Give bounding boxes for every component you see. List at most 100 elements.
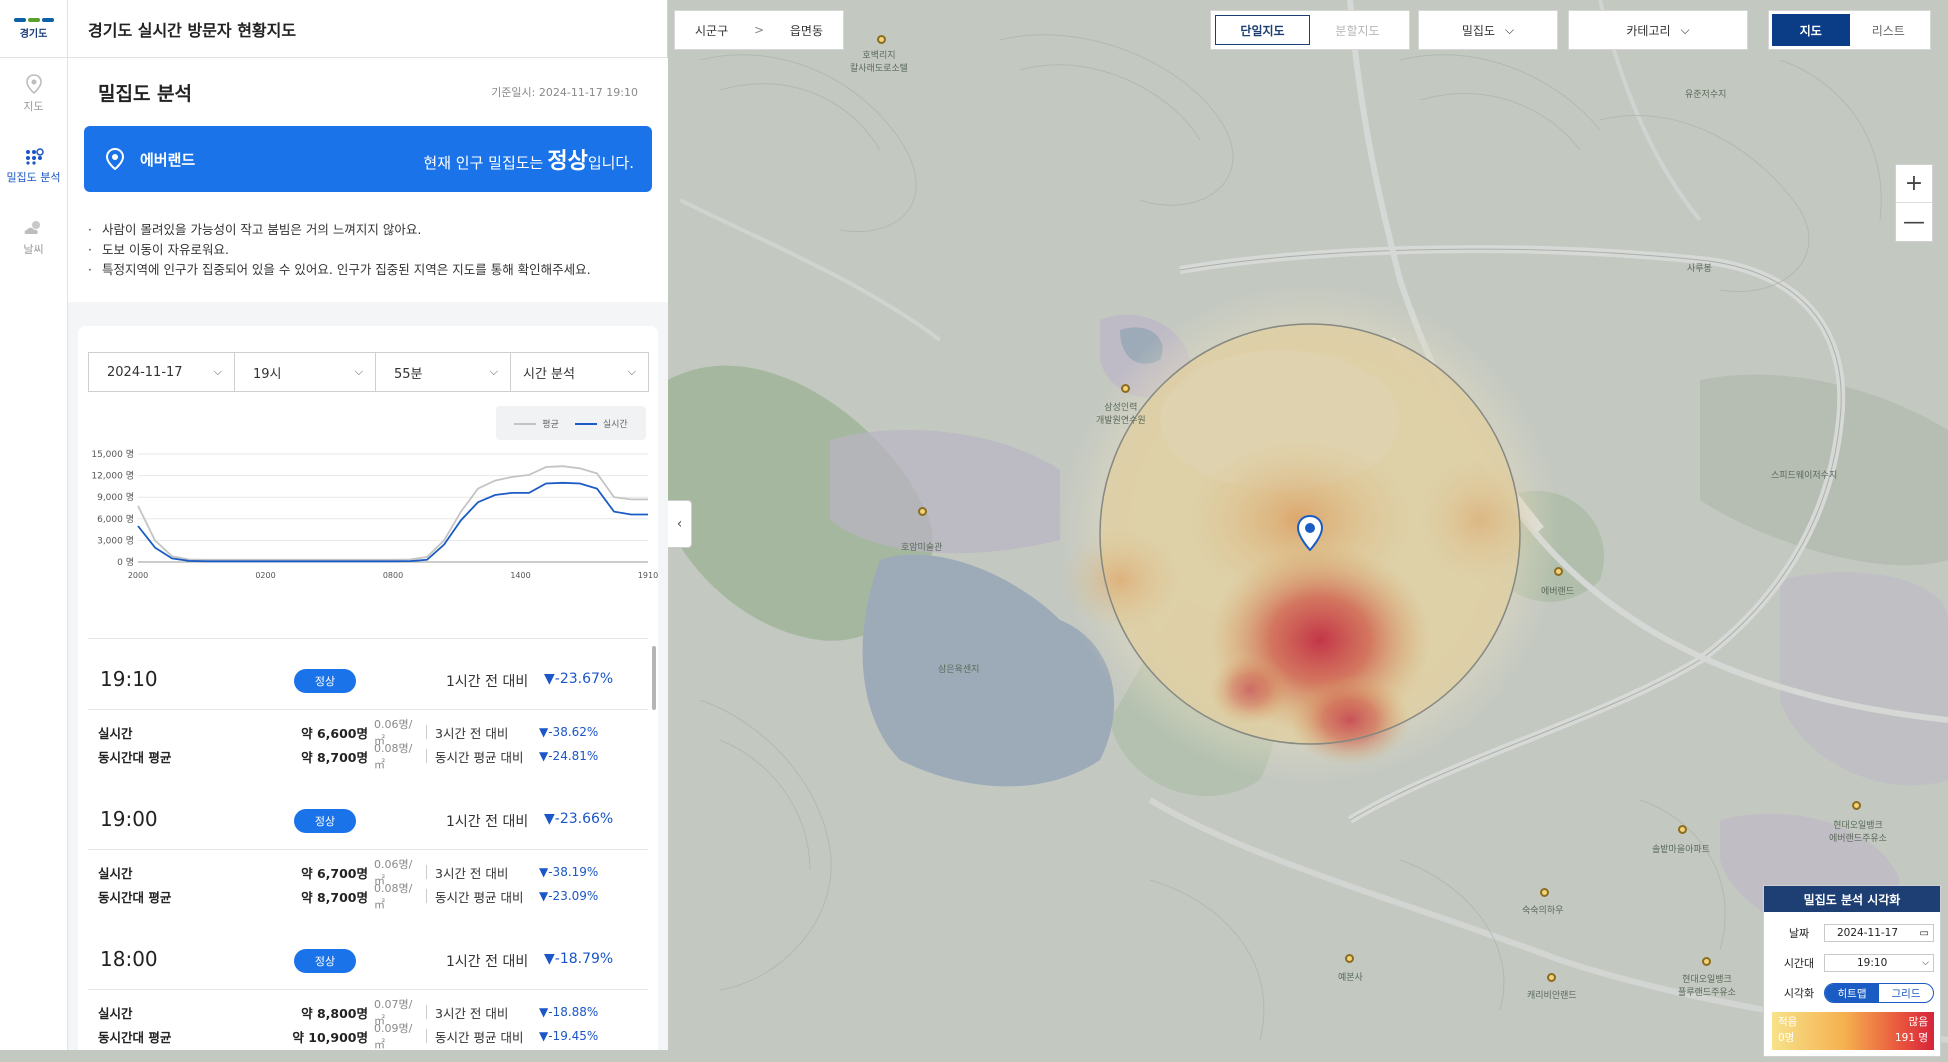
compare-avg-value: ▼-23.09% (539, 889, 599, 903)
y-tick-label: 3,000 명 (97, 535, 134, 546)
single-map-option[interactable]: 단일지도 (1215, 15, 1311, 45)
hourly-entry[interactable]: 18:00 정상 1시간 전 대비 ▼-18.79% 실시간 약 8,800명 0.07명/… (88, 919, 648, 1050)
average-label: 동시간대 평균 (98, 1029, 172, 1045)
map-label-hobaek: 호벽리지 칼사래도로소텔 (850, 51, 908, 74)
map-label-hyundai2: 현대오일뱅크 플루랜드주유소 (1678, 975, 1736, 998)
entry-compare-value: ▼-18.79% (544, 951, 614, 967)
poi-marker-icon[interactable] (918, 507, 927, 516)
poi-marker-icon[interactable] (1540, 888, 1549, 897)
nav-label-map: 지도 (23, 100, 44, 113)
density-dropdown-label: 밀집도 (1461, 23, 1495, 38)
poi-marker-icon[interactable] (1852, 801, 1861, 810)
poi-marker-icon[interactable] (1547, 973, 1556, 982)
minute-select[interactable]: 55분 ⌵ (375, 352, 511, 392)
nav-item-density[interactable]: 밀집도 분석 (0, 130, 67, 202)
calendar-icon: ▭ (1919, 927, 1929, 939)
viz-time-label: 시간대 (1783, 957, 1815, 970)
map-label-yebon: 예본사 (1338, 973, 1363, 983)
chevron-down-icon: ⌵ (1922, 958, 1929, 968)
hourly-entry[interactable]: 19:00 정상 1시간 전 대비 ▼-23.66% 실시간 약 6,700명 0.06명/… (88, 779, 648, 919)
nav-label-weather: 날씨 (23, 243, 44, 256)
collapse-panel-button[interactable]: ‹ (668, 500, 692, 548)
chart-legend: 평균 실시간 (496, 406, 646, 440)
map-label-karibe: 캐리비안랜드 (1527, 991, 1577, 1001)
divider (426, 749, 427, 763)
y-tick-label: 9,000 명 (97, 492, 134, 503)
poi-marker-icon[interactable] (1702, 957, 1711, 966)
map-label-samyuk: 삼은육센지 (938, 665, 980, 675)
poi-marker-icon[interactable] (1345, 954, 1354, 963)
list-scrollbar[interactable] (652, 646, 656, 710)
realtime-density: 0.06명/㎡ (374, 858, 413, 887)
average-label: 동시간대 평균 (98, 889, 172, 905)
density-dropdown[interactable]: 밀집도 ⌵ (1418, 10, 1558, 50)
split-map-option[interactable]: 분할지도 (1335, 23, 1380, 38)
density-summary: 밀집도 분석 기준일시: 2024-11-17 19:10 에버랜드 현재 인구… (68, 58, 668, 302)
poi-marker-icon[interactable] (877, 35, 886, 44)
heatmap-option[interactable]: 히트맵 (1825, 984, 1879, 1002)
trend-card: 2024-11-17 ⌵ 19시 ⌵ 55분 ⌵ 시간 분석 ⌵ 평균 (78, 326, 658, 1050)
gyeonggi-logo[interactable]: 경기도 (0, 0, 68, 58)
viz-date-input[interactable]: 2024-11-17 ▭ (1824, 924, 1934, 942)
divider (88, 849, 648, 850)
divider (426, 1005, 427, 1019)
entry-time: 19:10 (100, 667, 158, 691)
viz-date-value: 2024-11-17 (1837, 927, 1899, 939)
realtime-density: 0.06명/㎡ (374, 718, 413, 747)
app-header: 경기도 경기도 실시간 방문자 현황지도 (0, 0, 667, 58)
viz-mode-toggle[interactable]: 히트맵 그리드 (1824, 983, 1934, 1003)
zoom-out-button[interactable]: — (1903, 209, 1925, 235)
hourly-entry[interactable]: 19:10 정상 1시간 전 대비 ▼-23.67% 실시간 약 6,600명 0.06명/… (88, 639, 648, 779)
hour-select[interactable]: 19시 ⌵ (234, 352, 376, 392)
poi-marker-icon[interactable] (1554, 567, 1563, 576)
category-dropdown[interactable]: 카테고리 ⌵ (1568, 10, 1748, 50)
date-select[interactable]: 2024-11-17 ⌵ (88, 352, 235, 392)
map-label-saaebong: 사루봉 (1687, 264, 1712, 274)
scale-low-label: 적음 (1778, 1016, 1798, 1028)
status-description-item: 사람이 몰려있을 가능성이 작고 붐빔은 거의 느껴지지 않아요. (84, 220, 652, 240)
y-tick-label: 0 명 (117, 557, 134, 568)
zoom-control[interactable]: + — (1895, 164, 1933, 242)
grid-option[interactable]: 그리드 (1891, 987, 1921, 1000)
map-label-sukbat: 숙숙의하우 (1522, 906, 1564, 916)
divider (426, 865, 427, 879)
location-pin-icon (106, 148, 124, 170)
viz-time-select[interactable]: 19:10 ⌵ (1824, 954, 1934, 972)
breadcrumb-sigungu[interactable]: 시군구 (695, 23, 729, 38)
chevron-down-icon: ⌵ (354, 365, 363, 378)
divider (426, 1029, 427, 1043)
zoom-in-button[interactable]: + (1896, 165, 1932, 203)
status-value: 정상 (547, 149, 588, 174)
y-tick-label: 12,000 명 (91, 471, 134, 482)
poi-marker-icon[interactable] (1121, 384, 1130, 393)
map-label-seolbat: 솔밭마을아파트 (1652, 845, 1710, 855)
entry-compare-value: ▼-23.66% (544, 811, 614, 827)
chevron-down-icon: ⌵ (1505, 22, 1515, 37)
viz-mode-label: 시각화 (1783, 987, 1815, 1000)
breadcrumb-eupmyeondong[interactable]: 읍면동 (789, 23, 823, 38)
compare-3h-label: 3시간 전 대비 (435, 1005, 509, 1021)
x-tick-label: 1910 (638, 571, 658, 580)
realtime-row: 실시간 약 6,600명 0.06명/㎡ 3시간 전 대비 ▼-38.62% (98, 718, 648, 747)
analysis-mode-select[interactable]: 시간 분석 ⌵ (510, 352, 649, 392)
hourly-entry-list[interactable]: 19:10 정상 1시간 전 대비 ▼-23.67% 실시간 약 6,600명 0.06명/… (88, 638, 648, 1050)
viz-title: 밀집도 분석 시각화 (1764, 886, 1940, 912)
nav-item-map[interactable]: 지도 (0, 58, 67, 130)
scale-high-value: 191 명 (1894, 1032, 1928, 1044)
weather-cloud-icon (24, 221, 40, 234)
view-toggle[interactable]: 단일지도 분할지도 (1210, 10, 1410, 50)
location-pin-icon[interactable] (1297, 515, 1323, 551)
nav-item-weather[interactable]: 날씨 (0, 202, 67, 274)
region-breadcrumb[interactable]: 시군구 > 읍면동 (674, 10, 844, 50)
poi-marker-icon[interactable] (1678, 825, 1687, 834)
map-label-everland: 에버랜드 (1541, 587, 1575, 597)
map-label-hyundai1: 현대오일뱅크 에버랜드주유소 (1829, 821, 1887, 844)
y-tick-label: 6,000 명 (97, 514, 134, 525)
list-mode-option[interactable]: 리스트 (1871, 23, 1905, 38)
realtime-amount: 약 6,600명 (301, 725, 368, 741)
map-mode-option[interactable]: 지도 (1772, 14, 1850, 46)
date-select-value: 2024-11-17 (107, 364, 183, 380)
realtime-amount: 약 6,700명 (301, 865, 368, 881)
map-list-toggle[interactable]: 지도 리스트 (1768, 10, 1931, 50)
chevron-down-icon: ⌵ (627, 365, 636, 378)
